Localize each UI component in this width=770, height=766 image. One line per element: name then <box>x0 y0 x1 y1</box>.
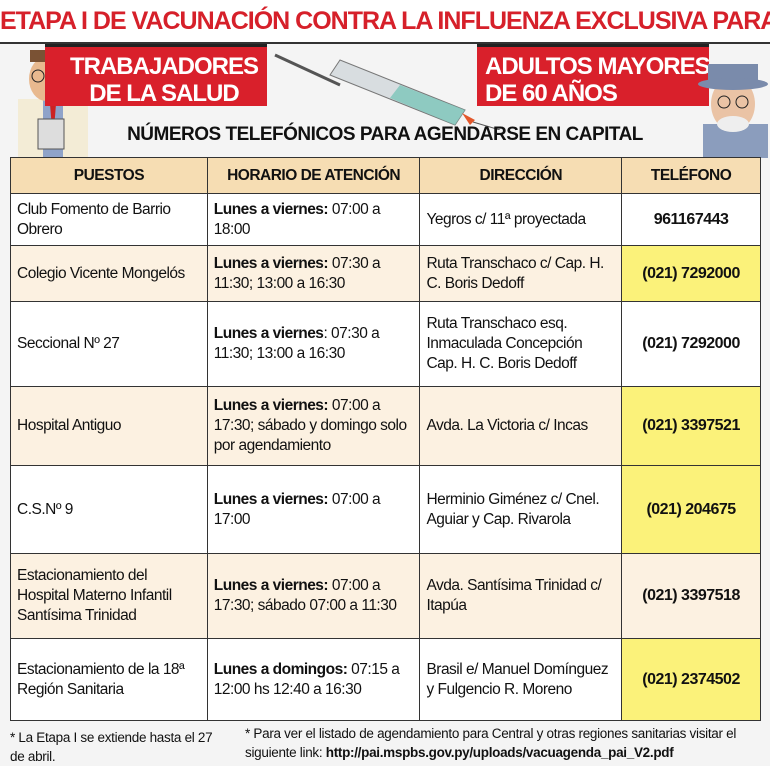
footnotes: * La Etapa I se extiende hasta el 27 de … <box>10 724 761 766</box>
table-row: Colegio Vicente Mongelós Lunes a viernes… <box>10 245 761 302</box>
group-line: DE LA SALUD <box>89 80 239 107</box>
cell-direccion: Yegros c/ 11ª proyectada <box>419 193 623 246</box>
header-horario: HORARIO DE ATENCIÓN <box>206 157 421 194</box>
cell-puesto: Colegio Vicente Mongelós <box>10 245 208 302</box>
table-row: C.S.Nº 9 Lunes a viernes: 07:00 a 17:00 … <box>10 465 761 554</box>
cell-horario: Lunes a viernes: 07:30 a 11:30; 13:00 a … <box>206 245 421 302</box>
cell-telefono: (021) 7292000 <box>621 301 761 387</box>
table-row: Seccional Nº 27 Lunes a viernes: 07:30 a… <box>10 301 761 387</box>
schedule-link[interactable]: http://pai.mspbs.gov.py/uploads/vacuagen… <box>325 745 674 760</box>
cell-telefono: (021) 3397521 <box>621 386 761 466</box>
horario-days: Lunes a viernes: <box>213 397 329 414</box>
cell-horario: Lunes a viernes: 07:00 a 18:00 <box>206 193 421 246</box>
cell-horario: Lunes a viernes: 07:00 a 17:30; sábado y… <box>206 386 421 466</box>
cell-puesto: Estacionamiento del Hospital Materno Inf… <box>10 553 208 639</box>
horario-days: Lunes a viernes <box>213 325 324 342</box>
footnote-stage: * La Etapa I se extiende hasta el 27 de … <box>10 730 213 764</box>
group-line: TRABAJADORES <box>69 53 259 80</box>
horario-days: Lunes a viernes: <box>213 200 329 218</box>
cell-direccion: Avda. Santísima Trinidad c/ Itapúa <box>419 553 623 639</box>
cell-puesto: Hospital Antiguo <box>10 386 208 466</box>
group-line: ADULTOS MAYORES <box>485 53 711 80</box>
content-flow: PUESTOS HORARIO DE ATENCIÓN DIRECCIÓN TE… <box>10 157 761 766</box>
cell-horario: Lunes a viernes: 07:30 a 11:30; 13:00 a … <box>206 301 421 387</box>
cell-telefono: 961167443 <box>621 193 761 246</box>
horario-hours: 07:30 a 11:30; 13:00 a 16:30 <box>213 254 381 292</box>
cell-puesto: C.S.Nº 9 <box>10 465 208 554</box>
header-direccion: DIRECCIÓN <box>419 157 623 194</box>
table-header-row: PUESTOS HORARIO DE ATENCIÓN DIRECCIÓN TE… <box>10 157 761 194</box>
section-subtitle: NÚMEROS TELEFÓNICOS PARA AGENDARSE EN CA… <box>127 124 643 145</box>
cell-horario: Lunes a viernes: 07:00 a 17:30; sábado 0… <box>206 553 421 639</box>
cell-direccion: Herminio Giménez c/ Cnel. Aguiar y Cap. … <box>419 465 623 554</box>
schedule-table: PUESTOS HORARIO DE ATENCIÓN DIRECCIÓN TE… <box>10 157 761 721</box>
table-row: Club Fomento de Barrio Obrero Lunes a vi… <box>10 193 761 246</box>
group-health-workers: TRABAJADORES DE LA SALUD <box>45 44 267 107</box>
horario-hours: 07:00 a 18:00 <box>213 200 381 238</box>
horario-days: Lunes a domingos: <box>213 660 348 678</box>
cell-puesto: Seccional Nº 27 <box>10 301 208 387</box>
group-elderly: ADULTOS MAYORES DE 60 AÑOS <box>477 44 711 107</box>
cell-horario: Lunes a viernes: 07:00 a 17:00 <box>206 465 421 554</box>
header-telefono: TELÉFONO <box>621 157 761 194</box>
header-puestos: PUESTOS <box>10 157 208 194</box>
group-line: DE 60 AÑOS <box>485 80 618 107</box>
cell-direccion: Brasil e/ Manuel Domínguez y Fulgencio R… <box>419 638 623 721</box>
footnote-link-note: * Para ver el listado de agendamiento pa… <box>245 724 761 766</box>
cell-telefono: (021) 7292000 <box>621 245 761 302</box>
table-row: Estacionamiento del Hospital Materno Inf… <box>10 553 761 639</box>
table-row: Hospital Antiguo Lunes a viernes: 07:00 … <box>10 386 761 466</box>
horario-days: Lunes a viernes: <box>213 577 329 594</box>
cell-telefono: (021) 2374502 <box>621 638 761 721</box>
horario-hours: 07:15 a 12:00 hs 12:40 a 16:30 <box>213 660 400 698</box>
cell-puesto: Club Fomento de Barrio Obrero <box>10 193 208 246</box>
syringe-icon <box>274 53 500 130</box>
cell-direccion: Ruta Transchaco c/ Cap. H. C. Boris Dedo… <box>419 245 623 302</box>
cell-direccion: Avda. La Victoria c/ Incas <box>419 386 623 466</box>
cell-direccion: Ruta Transchaco esq. Inmaculada Concepci… <box>419 301 623 387</box>
horario-days: Lunes a viernes: <box>213 490 329 508</box>
page-title: ETAPA I DE VACUNACIÓN CONTRA LA INFLUENZ… <box>0 0 770 44</box>
doctor-illustration <box>18 50 88 158</box>
horario-hours: 07:00 a 17:00 <box>213 490 381 528</box>
footnote-text: * Para ver el listado de agendamiento pa… <box>245 726 737 760</box>
table-row: Estacionamiento de la 18ª Región Sanitar… <box>10 638 761 721</box>
elderly-man-illustration <box>698 64 768 158</box>
cell-horario: Lunes a domingos: 07:15 a 12:00 hs 12:40… <box>206 638 421 721</box>
horario-hours: 07:00 a 17:30; sábado 07:00 a 11:30 <box>213 577 397 614</box>
cell-puesto: Estacionamiento de la 18ª Región Sanitar… <box>10 638 208 721</box>
horario-days: Lunes a viernes: <box>213 254 329 272</box>
cell-telefono: (021) 3397518 <box>621 553 761 639</box>
cell-telefono: (021) 204675 <box>621 465 761 554</box>
horario-hours: 07:00 a 17:30; sábado y domingo solo por… <box>213 397 407 454</box>
horario-hours: : 07:30 a 11:30; 13:00 a 16:30 <box>213 325 380 362</box>
